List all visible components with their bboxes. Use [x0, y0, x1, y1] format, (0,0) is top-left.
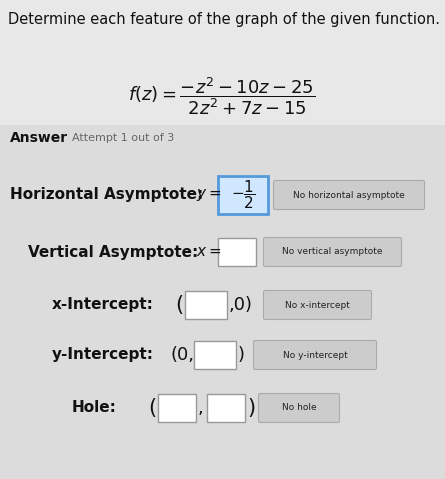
Text: x-Intercept:: x-Intercept:	[52, 297, 154, 312]
FancyBboxPatch shape	[158, 394, 196, 422]
FancyBboxPatch shape	[254, 341, 376, 369]
Text: No x-intercept: No x-intercept	[285, 300, 350, 309]
Text: (: (	[175, 295, 183, 315]
Text: ,0): ,0)	[229, 296, 253, 314]
Text: $f(z) = \dfrac{-z^2 - 10z - 25}{2z^2 + 7z - 15}$: $f(z) = \dfrac{-z^2 - 10z - 25}{2z^2 + 7…	[128, 75, 316, 117]
Text: ,: ,	[198, 399, 204, 417]
FancyBboxPatch shape	[185, 291, 227, 319]
FancyBboxPatch shape	[207, 394, 245, 422]
FancyBboxPatch shape	[259, 394, 340, 422]
Text: No y-intercept: No y-intercept	[283, 351, 348, 360]
Text: ): )	[238, 346, 245, 364]
Text: $-\dfrac{1}{2}$: $-\dfrac{1}{2}$	[231, 179, 255, 211]
FancyBboxPatch shape	[0, 0, 445, 125]
Text: (0,: (0,	[170, 346, 194, 364]
Text: ): )	[247, 398, 255, 418]
Text: No vertical asymptote: No vertical asymptote	[282, 248, 383, 256]
Text: Answer: Answer	[10, 131, 68, 145]
Text: $x =$: $x =$	[196, 244, 222, 260]
Text: Vertical Asymptote:: Vertical Asymptote:	[28, 244, 198, 260]
FancyBboxPatch shape	[274, 181, 425, 209]
FancyBboxPatch shape	[263, 290, 372, 319]
FancyBboxPatch shape	[218, 176, 268, 214]
Text: $y =$: $y =$	[196, 187, 222, 203]
Text: (: (	[148, 398, 156, 418]
Text: y-Intercept:: y-Intercept:	[52, 347, 154, 363]
Text: Horizontal Asymptote:: Horizontal Asymptote:	[10, 187, 203, 203]
Text: No horizontal asymptote: No horizontal asymptote	[293, 191, 405, 199]
Text: No hole: No hole	[282, 403, 316, 412]
Text: Hole:: Hole:	[72, 400, 117, 415]
FancyBboxPatch shape	[194, 341, 236, 369]
Text: Attempt 1 out of 3: Attempt 1 out of 3	[72, 133, 174, 143]
FancyBboxPatch shape	[218, 238, 256, 266]
FancyBboxPatch shape	[263, 238, 401, 266]
Text: Determine each feature of the graph of the given function.: Determine each feature of the graph of t…	[8, 12, 440, 27]
